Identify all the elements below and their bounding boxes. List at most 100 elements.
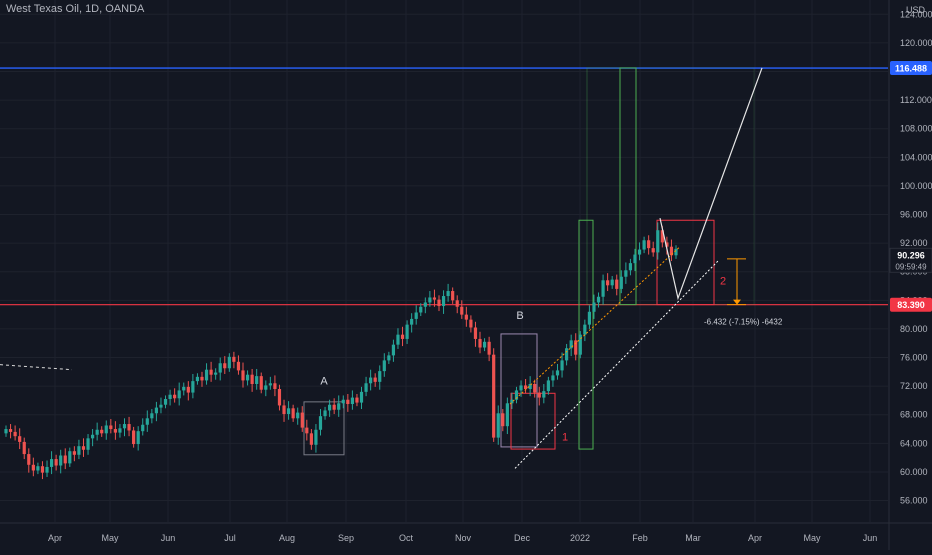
- candle-body: [583, 324, 587, 335]
- candle-body: [4, 429, 8, 434]
- candle-body: [519, 385, 523, 391]
- candle-body: [510, 399, 514, 404]
- candle-body: [68, 451, 72, 464]
- countdown-label: 09:59:49: [895, 262, 927, 271]
- y-tick-label: 56.000: [900, 496, 928, 506]
- candle-body: [606, 280, 610, 286]
- candle-body: [432, 297, 437, 300]
- last-price-tag: [889, 247, 932, 273]
- candle-body: [660, 230, 664, 243]
- chart-title: West Texas Oil, 1D, OANDA: [6, 3, 145, 15]
- candle-body: [492, 354, 496, 438]
- label-wave-1: 1: [562, 431, 568, 443]
- candle-body: [405, 324, 409, 339]
- x-tick-label: May: [101, 533, 119, 543]
- y-tick-label: 76.000: [900, 353, 928, 363]
- candle-body: [364, 383, 368, 392]
- x-tick-label: Apr: [48, 533, 62, 543]
- candle-body: [346, 399, 350, 405]
- candle-body: [460, 306, 464, 315]
- volume-box-1: [578, 219, 594, 450]
- candle-body: [637, 249, 642, 255]
- measure-label: -6.432 (-7.15%) -6432: [704, 318, 783, 327]
- candle-body: [250, 374, 254, 384]
- measure-arrowhead: [733, 299, 741, 305]
- candle-body: [651, 248, 655, 253]
- candle-body: [487, 341, 491, 355]
- candle-body: [27, 454, 31, 465]
- candle-body: [259, 376, 263, 390]
- candle-body: [514, 390, 519, 400]
- candle-body: [77, 446, 81, 455]
- candle-body: [72, 451, 76, 455]
- y-tick-label: 60.000: [900, 467, 928, 477]
- y-tick-label: 96.000: [900, 210, 928, 220]
- candle-body: [423, 302, 427, 307]
- candle-body: [159, 404, 163, 408]
- candle-body: [441, 296, 446, 307]
- candle-body: [555, 370, 560, 376]
- candle-body: [505, 403, 509, 427]
- candle-body: [209, 369, 213, 375]
- candle-body: [350, 397, 354, 405]
- y-tick-label: 124.000: [900, 9, 932, 19]
- time-axis: Apr May Jun Jul Aug Sep Oct Nov Dec 2022 Feb Mar Apr…: [0, 522, 932, 543]
- candle-body: [537, 392, 541, 398]
- candle-body: [309, 433, 313, 445]
- x-tick-label: 2022: [570, 533, 590, 543]
- candle-body: [36, 466, 40, 471]
- candle-body: [45, 466, 49, 473]
- candle-body: [168, 394, 172, 400]
- orange-dotted-channel: [509, 246, 681, 405]
- candle-body: [542, 391, 546, 398]
- candle-body: [323, 410, 327, 417]
- candle-body: [314, 429, 318, 445]
- candle-body: [469, 319, 473, 328]
- candle-body: [182, 386, 186, 391]
- candle-body: [446, 291, 450, 297]
- candle-body: [628, 263, 633, 271]
- candle-body: [624, 270, 628, 277]
- support-price-label: 83.390: [897, 300, 925, 310]
- y-tick-label: 112.000: [900, 95, 932, 105]
- candle-body: [619, 276, 623, 289]
- candle-body: [127, 424, 131, 431]
- candle-body: [8, 429, 13, 432]
- candle-body: [296, 412, 300, 419]
- candle-body: [396, 334, 400, 345]
- candle-body: [569, 340, 573, 349]
- y-tick-label: 92.000: [900, 238, 928, 248]
- candle-body: [223, 363, 227, 369]
- candle-body: [49, 459, 54, 467]
- x-tick-label: Apr: [748, 533, 762, 543]
- candle-body: [31, 464, 35, 471]
- candle-body: [574, 340, 578, 355]
- candle-body: [63, 455, 67, 464]
- label-wave-2: 2: [720, 276, 726, 288]
- candle-body: [255, 376, 259, 384]
- candle-body: [54, 459, 58, 466]
- candle-body: [113, 429, 117, 433]
- pattern-box-a: [303, 401, 345, 456]
- pattern-box-b: [500, 333, 538, 448]
- y-tick-label: 80.000: [900, 324, 928, 334]
- candle-body: [328, 404, 332, 411]
- candle-body: [455, 300, 459, 307]
- candle-body: [473, 327, 478, 339]
- candle-body: [560, 360, 564, 371]
- projection-path: [659, 67, 763, 301]
- x-tick-label: Sep: [338, 533, 354, 543]
- x-tick-label: Jun: [161, 533, 176, 543]
- candle-body: [601, 280, 605, 297]
- candle-body: [669, 246, 674, 256]
- y-tick-label: 68.000: [900, 410, 928, 420]
- candle-body: [122, 424, 127, 429]
- y-tick-label: 108.000: [900, 124, 932, 134]
- candle-body: [332, 404, 336, 410]
- candle-body: [191, 381, 195, 393]
- candle-body: [59, 455, 63, 466]
- candle-body: [428, 297, 432, 303]
- candle-body: [546, 380, 550, 392]
